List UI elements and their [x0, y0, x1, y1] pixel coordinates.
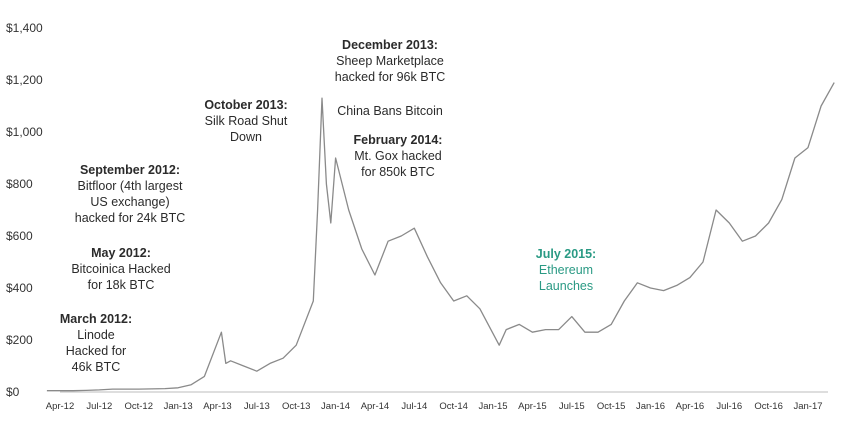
annotation-july-2015: July 2015: Ethereum Launches — [518, 246, 614, 294]
annotation-heading: September 2012: — [79, 163, 181, 177]
x-tick-label: Apr-12 — [46, 401, 75, 412]
annotation-line: Sheep Marketplace — [336, 54, 444, 68]
x-tick-label: Jan-16 — [636, 401, 665, 412]
annotation-october-2013: October 2013: Silk Road Shut Down — [192, 97, 300, 145]
annotation-september-2012: September 2012: Bitfloor (4th largest US… — [60, 162, 200, 226]
annotation-line: 46k BTC — [71, 360, 121, 374]
annotation-line: Down — [230, 130, 262, 144]
x-tick-label: Oct-12 — [124, 401, 153, 412]
x-tick-label: Oct-16 — [754, 401, 783, 412]
annotation-heading: December 2013: — [342, 38, 438, 52]
y-tick-label: $0 — [6, 385, 20, 399]
annotation-china-bans-bitcoin: China Bans Bitcoin — [328, 103, 452, 119]
annotation-line: hacked for 96k BTC — [334, 70, 446, 84]
price-line — [46, 82, 835, 392]
annotation-heading: February 2014: — [353, 133, 443, 147]
annotation-line: Bitfloor (4th largest — [77, 179, 183, 193]
x-axis-ticks: Apr-12 Jul-12 Oct-12 Jan-13 Apr-13 Jul-13 Oct-… — [46, 401, 823, 412]
x-tick-label: Jan-14 — [321, 401, 350, 412]
annotation-line: hacked for 24k BTC — [74, 211, 186, 225]
annotation-line: Ethereum — [538, 263, 594, 277]
x-tick-label: Jul-15 — [559, 401, 585, 412]
annotation-february-2014: February 2014: Mt. Gox hacked for 850k B… — [340, 132, 456, 180]
x-tick-label: Jan-17 — [793, 401, 822, 412]
x-tick-label: Jul-13 — [244, 401, 270, 412]
y-tick-label: $600 — [6, 229, 33, 243]
y-tick-label: $200 — [6, 333, 33, 347]
annotation-heading: March 2012: — [59, 312, 133, 326]
x-tick-label: Jan-15 — [479, 401, 508, 412]
y-axis-ticks: $0 $200 $400 $600 $800 $1,000 $1,200 $1,400 — [6, 21, 43, 399]
y-tick-label: $1,400 — [6, 21, 43, 35]
x-tick-label: Jul-14 — [401, 401, 427, 412]
annotation-heading: July 2015: — [535, 247, 597, 261]
x-tick-label: Jan-13 — [164, 401, 193, 412]
annotation-heading: May 2012: — [91, 246, 151, 260]
annotation-december-2013: December 2013: Sheep Marketplace hacked … — [320, 37, 460, 85]
y-tick-label: $400 — [6, 281, 33, 295]
annotation-line: for 850k BTC — [361, 165, 435, 179]
x-tick-label: Apr-13 — [203, 401, 232, 412]
annotation-march-2012: March 2012: Linode Hacked for 46k BTC — [48, 311, 144, 375]
annotation-line: Bitcoinica Hacked — [71, 262, 171, 276]
annotation-line: US exchange) — [90, 195, 170, 209]
x-tick-label: Apr-14 — [361, 401, 390, 412]
annotation-line: Silk Road Shut — [204, 114, 288, 128]
annotation-line: for 18k BTC — [87, 278, 155, 292]
y-tick-label: $800 — [6, 177, 33, 191]
x-tick-label: Oct-14 — [439, 401, 468, 412]
x-tick-label: Oct-13 — [282, 401, 311, 412]
annotation-heading: October 2013: — [204, 98, 288, 112]
x-tick-label: Apr-15 — [518, 401, 547, 412]
annotation-may-2012: May 2012: Bitcoinica Hacked for 18k BTC — [56, 245, 186, 293]
x-tick-label: Jul-12 — [86, 401, 112, 412]
x-tick-label: Oct-15 — [597, 401, 626, 412]
annotation-line: Hacked for — [65, 344, 127, 358]
annotation-line: Linode — [77, 328, 115, 342]
y-tick-label: $1,200 — [6, 73, 43, 87]
annotation-line: Mt. Gox hacked — [354, 149, 442, 163]
x-tick-label: Jul-16 — [716, 401, 742, 412]
annotation-line: Launches — [538, 279, 594, 293]
annotation-line: China Bans Bitcoin — [337, 104, 443, 118]
y-tick-label: $1,000 — [6, 125, 43, 139]
x-tick-label: Apr-16 — [676, 401, 705, 412]
